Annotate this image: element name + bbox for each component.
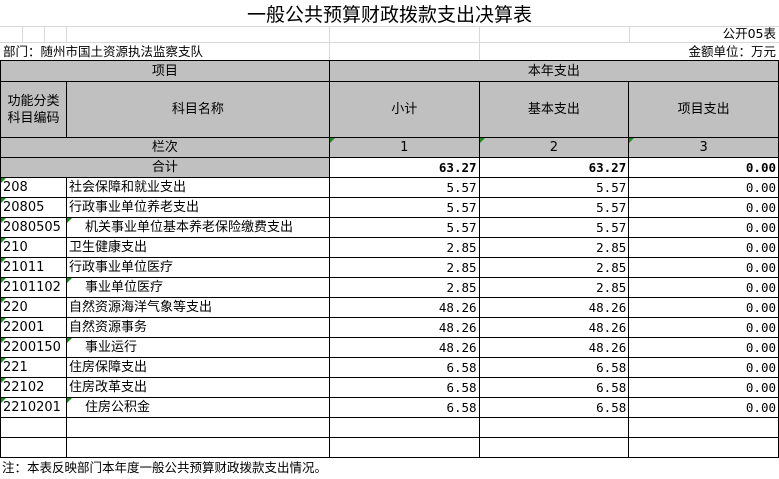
table-row: 22001 自然资源事务 48.26 48.26 0.00 [0, 317, 779, 338]
row-basic: 5.57 [478, 197, 630, 218]
row-name: 事业单位医疗 [65, 277, 330, 298]
header-subtotal: 小计 [328, 81, 480, 138]
row-project: 0.00 [628, 257, 779, 278]
table-row: 2101102 事业单位医疗 2.85 2.85 0.00 [0, 277, 779, 298]
form-number: 公开05表 [722, 26, 776, 41]
row-project: 0.00 [628, 397, 779, 418]
table-row: 22102 住房改革支出 6.58 6.58 0.00 [0, 377, 779, 398]
row-basic: 48.26 [478, 337, 630, 358]
row-code: 20805 [0, 197, 67, 218]
column-index-2: 2 [478, 137, 630, 158]
row-name: 住房保障支出 [65, 357, 330, 378]
row-subtotal: 48.26 [328, 317, 480, 338]
header-code: 功能分类 科目编码 [0, 81, 67, 138]
report-title: 一般公共预算财政拨款支出决算表 [246, 4, 532, 26]
row-basic: 5.57 [478, 217, 630, 238]
row-subtotal: 5.57 [328, 217, 480, 238]
row-name: 机关事业单位基本养老保险缴费支出 [65, 217, 330, 238]
header-project: 项目 [0, 60, 330, 82]
total-basic: 63.27 [478, 157, 630, 178]
row-project: 0.00 [628, 357, 779, 378]
row-name: 社会保障和就业支出 [65, 177, 330, 198]
row-project: 0.00 [628, 237, 779, 258]
row-subtotal: 2.85 [328, 257, 480, 278]
row-project: 0.00 [628, 277, 779, 298]
row-project: 0.00 [628, 337, 779, 358]
row-project: 0.00 [628, 197, 779, 218]
unit-label: 金额单位：万元 [688, 44, 776, 59]
row-name: 事业运行 [65, 337, 330, 358]
row-name: 行政事业单位养老支出 [65, 197, 330, 218]
table-row: 2200150 事业运行 48.26 48.26 0.00 [0, 337, 779, 358]
table-row: 21011 行政事业单位医疗 2.85 2.85 0.00 [0, 257, 779, 278]
total-label: 合计 [0, 157, 330, 178]
row-code: 22102 [0, 377, 67, 398]
column-index-3: 3 [628, 137, 779, 158]
row-basic: 2.85 [478, 237, 630, 258]
row-code: 2210201 [0, 397, 67, 418]
row-code: 220 [0, 297, 67, 318]
row-subtotal: 2.85 [328, 277, 480, 298]
table-row: 2210201 住房公积金 6.58 6.58 0.00 [0, 397, 779, 418]
table-row: 2080505 机关事业单位基本养老保险缴费支出 5.57 5.57 0.00 [0, 217, 779, 238]
table-row: 220 自然资源海洋气象等支出 48.26 48.26 0.00 [0, 297, 779, 318]
row-subtotal: 6.58 [328, 357, 480, 378]
row-code: 2200150 [0, 337, 67, 358]
row-name: 行政事业单位医疗 [65, 257, 330, 278]
row-code: 221 [0, 357, 67, 378]
empty-row [0, 437, 779, 458]
row-name: 自然资源事务 [65, 317, 330, 338]
row-basic: 2.85 [478, 257, 630, 278]
row-code: 2080505 [0, 217, 67, 238]
header-project-expense: 项目支出 [628, 81, 779, 138]
row-subtotal: 6.58 [328, 377, 480, 398]
table-row: 221 住房保障支出 6.58 6.58 0.00 [0, 357, 779, 378]
row-name: 住房改革支出 [65, 377, 330, 398]
row-code: 208 [0, 177, 67, 198]
row-code: 2101102 [0, 277, 67, 298]
row-project: 0.00 [628, 297, 779, 318]
table-row: 20805 行政事业单位养老支出 5.57 5.57 0.00 [0, 197, 779, 218]
total-subtotal: 63.27 [328, 157, 480, 178]
row-basic: 2.85 [478, 277, 630, 298]
row-basic: 6.58 [478, 377, 630, 398]
total-project: 0.00 [628, 157, 779, 178]
row-name: 自然资源海洋气象等支出 [65, 297, 330, 318]
table-row: 210 卫生健康支出 2.85 2.85 0.00 [0, 237, 779, 258]
row-subtotal: 48.26 [328, 337, 480, 358]
row-project: 0.00 [628, 177, 779, 198]
empty-row [0, 417, 779, 438]
row-subtotal: 5.57 [328, 177, 480, 198]
row-code: 22001 [0, 317, 67, 338]
department-label: 部门：随州市国土资源执法监察支队 [3, 44, 204, 59]
row-code: 210 [0, 237, 67, 258]
row-basic: 5.57 [478, 177, 630, 198]
row-name: 住房公积金 [65, 397, 330, 418]
budget-table: 项目 本年支出 功能分类 科目编码 科目名称 小计 基本支出 项目支出 栏次 1… [0, 60, 779, 458]
row-project: 0.00 [628, 377, 779, 398]
table-row: 208 社会保障和就业支出 5.57 5.57 0.00 [0, 177, 779, 198]
column-index-label: 栏次 [0, 137, 330, 158]
row-name: 卫生健康支出 [65, 237, 330, 258]
row-project: 0.00 [628, 217, 779, 238]
row-basic: 48.26 [478, 317, 630, 338]
row-subtotal: 2.85 [328, 237, 480, 258]
column-index-1: 1 [328, 137, 480, 158]
total-row: 合计 63.27 63.27 0.00 [0, 157, 779, 178]
row-subtotal: 5.57 [328, 197, 480, 218]
row-basic: 48.26 [478, 297, 630, 318]
header-name: 科目名称 [65, 81, 330, 138]
row-subtotal: 6.58 [328, 397, 480, 418]
row-basic: 6.58 [478, 357, 630, 378]
row-subtotal: 48.26 [328, 297, 480, 318]
row-code: 21011 [0, 257, 67, 278]
footnote: 注：本表反映部门本年度一般公共预算财政拨款支出情况。 [2, 460, 328, 475]
row-project: 0.00 [628, 317, 779, 338]
row-basic: 6.58 [478, 397, 630, 418]
header-current-year: 本年支出 [328, 60, 779, 82]
header-basic: 基本支出 [478, 81, 630, 138]
